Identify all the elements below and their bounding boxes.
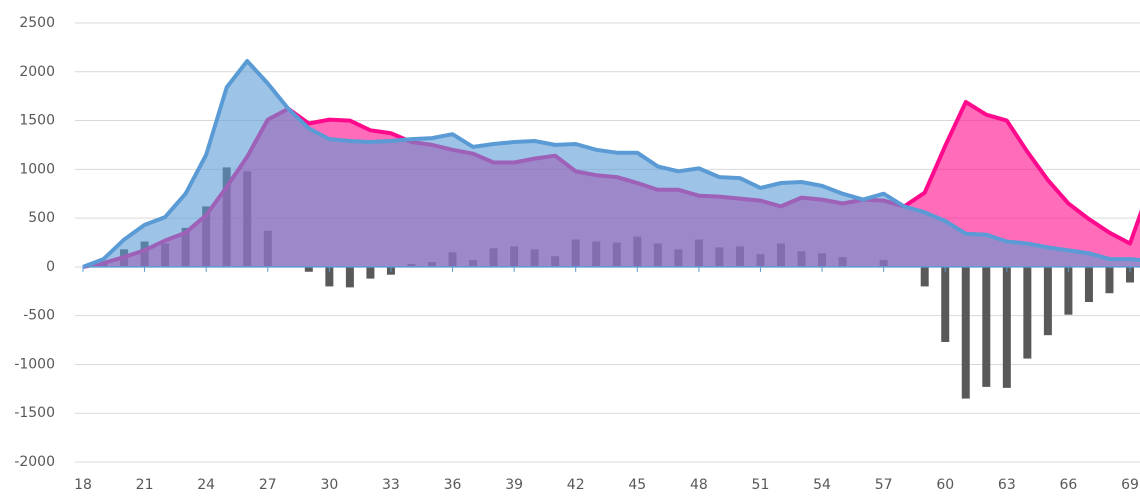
y-tick-label: 1500 — [19, 113, 55, 129]
x-tick-label: 18 — [74, 477, 92, 493]
y-tick-label: 2000 — [19, 64, 55, 80]
y-tick-label: -2000 — [14, 454, 55, 470]
x-tick-label: 63 — [998, 477, 1016, 493]
bar — [982, 266, 991, 387]
bar — [941, 266, 950, 343]
x-tick-label: 51 — [752, 477, 770, 493]
x-tick-label: 33 — [382, 477, 400, 493]
bar — [366, 266, 375, 279]
bar — [920, 266, 929, 287]
bar — [1064, 266, 1073, 315]
x-tick-label: 60 — [936, 477, 954, 493]
x-tick-label: 21 — [136, 477, 154, 493]
bar — [1084, 266, 1093, 303]
bar — [1002, 266, 1011, 388]
y-tick-label: -1500 — [14, 405, 55, 421]
x-tick-label: 48 — [690, 477, 708, 493]
bar — [1023, 266, 1032, 359]
x-tick-label: 36 — [444, 477, 462, 493]
y-tick-label: 0 — [46, 259, 55, 275]
y-tick-label: 500 — [28, 210, 55, 226]
x-tick-label: 69 — [1121, 477, 1139, 493]
y-tick-label: -1000 — [14, 356, 55, 372]
x-tick-label: 24 — [197, 477, 215, 493]
x-tick-label: 54 — [813, 477, 831, 493]
y-tick-label: 2500 — [19, 15, 55, 31]
bar — [345, 266, 354, 288]
bar — [961, 266, 970, 399]
line — [82, 59, 1140, 269]
y-tick-label: -500 — [23, 308, 55, 324]
bar — [325, 266, 334, 287]
y-tick-label: 1000 — [19, 161, 55, 177]
x-tick-label: 42 — [567, 477, 585, 493]
bar — [304, 266, 313, 272]
x-tick-label: 30 — [320, 477, 338, 493]
x-tick-label: 27 — [259, 477, 277, 493]
bar — [1126, 266, 1134, 283]
x-tick-label: 57 — [875, 477, 893, 493]
x-tick-label: 39 — [505, 477, 523, 493]
x-tick-label: 66 — [1059, 477, 1077, 493]
bar — [1105, 266, 1114, 294]
area — [83, 61, 1140, 267]
x-tick-label: 45 — [628, 477, 646, 493]
bar — [1043, 266, 1052, 336]
